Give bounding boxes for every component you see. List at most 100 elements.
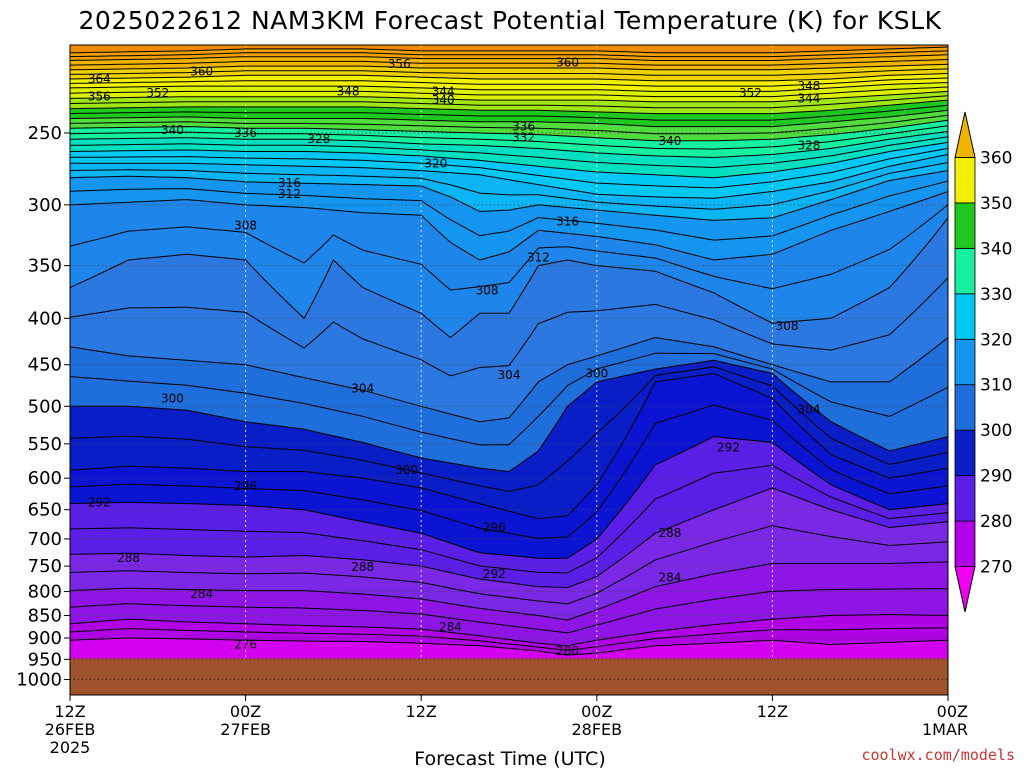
contour-label: 284 — [190, 587, 213, 601]
isentrope-line — [70, 627, 948, 652]
contour-label: 340 — [659, 134, 682, 148]
colorbar-tick-label: 320 — [980, 330, 1012, 350]
x-tick-label: 28FEB — [571, 720, 622, 739]
x-tick-label: 26FEB — [45, 720, 96, 739]
colorbar-band — [954, 475, 976, 522]
x-tick-label: 27FEB — [220, 720, 271, 739]
colorbar-tick-label: 350 — [980, 194, 1012, 214]
y-tick-label: 650 — [28, 500, 62, 521]
colorbar-tick-label: 270 — [980, 558, 1012, 578]
contour-label: 352 — [739, 86, 762, 100]
isentrope-line — [70, 277, 948, 377]
y-tick-label: 400 — [28, 308, 62, 329]
contour-label: 336 — [234, 126, 257, 140]
isentrope-line — [70, 90, 948, 103]
isentrope-line — [70, 436, 948, 559]
colorbar-tick-label: 290 — [980, 467, 1012, 487]
y-tick-label: 450 — [28, 355, 62, 376]
colorbar-tick-label: 360 — [980, 148, 1012, 168]
isentrope-line — [70, 136, 948, 169]
isentrope-line — [70, 170, 948, 221]
contour-label: 300 — [161, 391, 184, 405]
theta-fill-band — [70, 45, 948, 53]
isentrope-line — [70, 487, 948, 589]
y-tick-label: 850 — [28, 605, 62, 626]
isentrope-line — [70, 217, 948, 339]
contour-label: 356 — [88, 90, 111, 104]
contour-label: 308 — [476, 284, 499, 298]
colorbar-band — [954, 520, 976, 567]
contour-label: 280 — [556, 644, 579, 658]
contour-label: 300 — [585, 366, 608, 380]
contour-label: 296 — [483, 520, 506, 534]
x-tick-label: 12Z — [406, 702, 437, 721]
isentrope-line — [70, 50, 948, 58]
grid-layer — [70, 45, 948, 695]
y-tick-label: 950 — [28, 649, 62, 670]
contour-label: 356 — [388, 57, 411, 71]
colorbar-band — [954, 384, 976, 431]
isentrope-line — [70, 180, 948, 241]
contour-label: 312 — [278, 187, 301, 201]
contour-label: 288 — [351, 560, 374, 574]
x-axis-label: Forecast Time (UTC) — [414, 748, 605, 768]
ground-below-surface — [70, 658, 948, 695]
isentrope-line — [70, 68, 948, 76]
x-tick-label: 00Z — [230, 702, 261, 721]
y-tick-label: 300 — [28, 195, 62, 216]
isentrope-line — [70, 95, 948, 109]
contour-label: 364 — [88, 72, 111, 86]
y-tick-label: 500 — [28, 396, 62, 417]
isentrope-line — [70, 147, 948, 189]
x-tick-label: 1MAR — [922, 720, 968, 739]
contour-label: 344 — [432, 84, 455, 98]
isentrope-line — [70, 46, 948, 54]
contour-label: 328 — [798, 138, 821, 152]
isentrope-line — [70, 125, 948, 150]
y-tick-label: 550 — [28, 434, 62, 455]
isentrope-line — [70, 77, 948, 87]
isentrope-line — [70, 637, 948, 656]
contour-label: 344 — [798, 91, 821, 105]
contour-label: 336 — [512, 120, 535, 134]
y-tick-label: 1000 — [16, 670, 62, 691]
colorbar-band — [954, 566, 976, 613]
contour-label: 340 — [161, 123, 184, 137]
y-tick-label: 600 — [28, 468, 62, 489]
colorbar-tick-label: 310 — [980, 376, 1012, 396]
isentrope-line — [70, 119, 948, 142]
colorbar-band — [954, 111, 976, 158]
contour-label: 276 — [234, 638, 257, 652]
chart-title: 2025022612 NAM3KM Forecast Potential Tem… — [79, 6, 942, 35]
isentrope-line — [70, 73, 948, 82]
x-tick-label: 12Z — [54, 702, 85, 721]
isentrope-line — [70, 130, 948, 158]
contour-label: 308 — [234, 218, 257, 232]
isentrope-line — [70, 59, 948, 66]
y-tick-label: 750 — [28, 556, 62, 577]
contour-label: 292 — [88, 495, 111, 509]
y-tick-label: 350 — [28, 256, 62, 277]
isentrope-layer — [70, 46, 948, 656]
contour-label: 304 — [498, 368, 521, 382]
colorbar-band — [954, 202, 976, 249]
colorbar-band — [954, 247, 976, 295]
contour-label: 360 — [190, 65, 213, 79]
contour-label: 352 — [146, 86, 169, 100]
colorbar-band — [954, 293, 976, 340]
isentrope-line — [70, 366, 948, 492]
contour-label: 292 — [483, 567, 506, 581]
contour-label: 304 — [798, 402, 821, 416]
x-tick-label: 2025 — [50, 738, 91, 757]
contour-label: 316 — [556, 215, 579, 229]
colorbar-tick-label: 280 — [980, 512, 1012, 532]
isentrope-line — [70, 588, 948, 634]
isentrope-line — [70, 191, 948, 261]
y-tick-label: 900 — [28, 628, 62, 649]
colorbar: 270 280 290 300 310 320 330 340 350 360 — [954, 111, 1012, 613]
isentrope-line — [70, 86, 948, 98]
isentrope-line — [70, 114, 948, 135]
